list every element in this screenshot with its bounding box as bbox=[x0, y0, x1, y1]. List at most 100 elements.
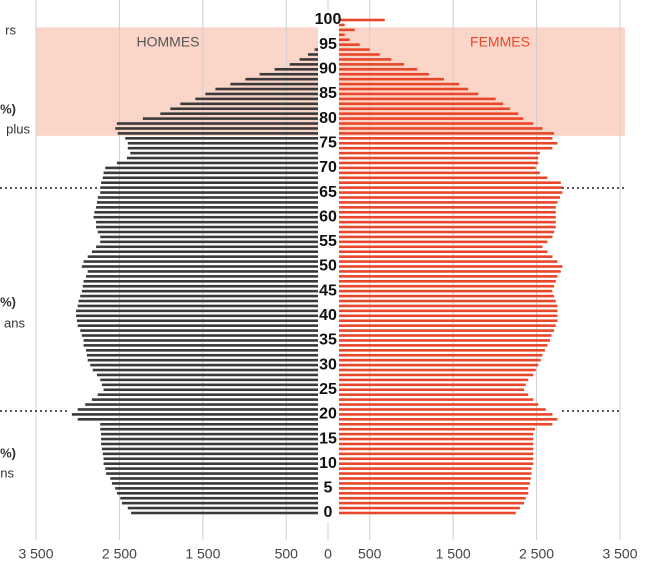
bar bbox=[81, 289, 328, 293]
bar bbox=[299, 58, 328, 61]
y-tick-label: 35 bbox=[319, 332, 337, 349]
bar bbox=[100, 422, 329, 426]
bar bbox=[87, 270, 329, 273]
bar bbox=[328, 171, 540, 175]
bar bbox=[328, 255, 553, 258]
bar bbox=[170, 107, 328, 111]
annotation: %) bbox=[0, 445, 16, 460]
bar bbox=[96, 220, 328, 224]
bar bbox=[83, 339, 328, 342]
bar bbox=[160, 112, 328, 115]
x-tick-label: 2 500 bbox=[519, 546, 554, 562]
bar bbox=[328, 117, 524, 120]
bars bbox=[71, 18, 563, 515]
bar bbox=[142, 117, 328, 120]
bar bbox=[328, 349, 545, 352]
bar bbox=[328, 467, 532, 470]
bar bbox=[328, 393, 529, 396]
bar bbox=[130, 151, 328, 155]
y-tick-label: 95 bbox=[319, 36, 337, 53]
bar bbox=[328, 151, 540, 155]
bar bbox=[115, 487, 328, 490]
bar bbox=[328, 329, 555, 332]
bar bbox=[100, 240, 329, 244]
bar bbox=[85, 403, 328, 406]
x-tick-label: 1 500 bbox=[185, 546, 220, 562]
bar bbox=[328, 358, 541, 362]
bar bbox=[328, 186, 563, 189]
bar bbox=[80, 329, 329, 332]
bar bbox=[101, 437, 329, 441]
y-tick-label: 15 bbox=[319, 430, 337, 447]
bar bbox=[77, 324, 328, 327]
bar bbox=[120, 496, 329, 500]
x-tick-label: 1 500 bbox=[436, 546, 471, 562]
y-tick-label: 0 bbox=[324, 504, 333, 521]
bar bbox=[93, 215, 329, 219]
bar bbox=[103, 388, 328, 392]
y-tick-label: 85 bbox=[319, 85, 337, 102]
bar bbox=[105, 166, 328, 170]
bar bbox=[328, 418, 558, 421]
bar bbox=[101, 432, 329, 436]
bar bbox=[328, 309, 558, 313]
bar bbox=[328, 304, 558, 308]
bar bbox=[328, 319, 558, 323]
x-tick-label: 0 bbox=[324, 546, 332, 562]
bar bbox=[328, 201, 558, 204]
bar bbox=[127, 141, 329, 145]
bar bbox=[91, 250, 328, 254]
y-tick-label: 10 bbox=[319, 455, 337, 472]
y-tick-label: 50 bbox=[319, 258, 337, 275]
bar bbox=[328, 260, 558, 263]
bar bbox=[100, 235, 329, 239]
bar bbox=[328, 279, 556, 283]
annotation: %) bbox=[0, 294, 16, 309]
y-tick-label: 65 bbox=[319, 184, 337, 201]
bar bbox=[328, 422, 553, 426]
bar bbox=[328, 363, 539, 367]
bar bbox=[101, 181, 329, 184]
bar bbox=[328, 408, 546, 411]
bar bbox=[215, 87, 328, 91]
bar bbox=[77, 304, 328, 308]
bar bbox=[97, 393, 328, 396]
bar bbox=[230, 82, 328, 86]
bar bbox=[76, 309, 328, 313]
bar bbox=[328, 299, 556, 303]
bar bbox=[328, 53, 380, 56]
bar bbox=[328, 324, 556, 327]
y-tick-label: 55 bbox=[319, 233, 337, 250]
bar bbox=[328, 181, 561, 184]
bar bbox=[71, 413, 329, 416]
bar bbox=[117, 132, 328, 135]
bar bbox=[111, 482, 328, 485]
bar bbox=[106, 472, 328, 475]
bar bbox=[96, 206, 328, 209]
bar bbox=[101, 447, 328, 451]
y-tick-label: 5 bbox=[324, 480, 333, 497]
y-tick-label: 30 bbox=[319, 356, 337, 373]
bar bbox=[328, 225, 556, 229]
bar bbox=[81, 265, 328, 268]
bar bbox=[328, 275, 558, 278]
x-tick-label: 3 500 bbox=[602, 546, 637, 562]
reference-lines bbox=[0, 187, 627, 412]
bar bbox=[328, 176, 548, 180]
bar bbox=[100, 191, 329, 194]
bar bbox=[328, 156, 539, 160]
bar bbox=[328, 339, 550, 342]
bar bbox=[259, 72, 328, 76]
bar bbox=[127, 146, 329, 150]
bar bbox=[328, 82, 459, 86]
bar bbox=[328, 92, 479, 96]
bar bbox=[289, 63, 328, 66]
bar bbox=[131, 511, 328, 515]
bar bbox=[328, 58, 392, 61]
bar bbox=[328, 289, 553, 293]
bar bbox=[328, 447, 534, 451]
y-tick-label: 90 bbox=[319, 61, 337, 78]
bar bbox=[328, 442, 534, 446]
bar bbox=[328, 472, 532, 475]
bar bbox=[96, 201, 328, 204]
